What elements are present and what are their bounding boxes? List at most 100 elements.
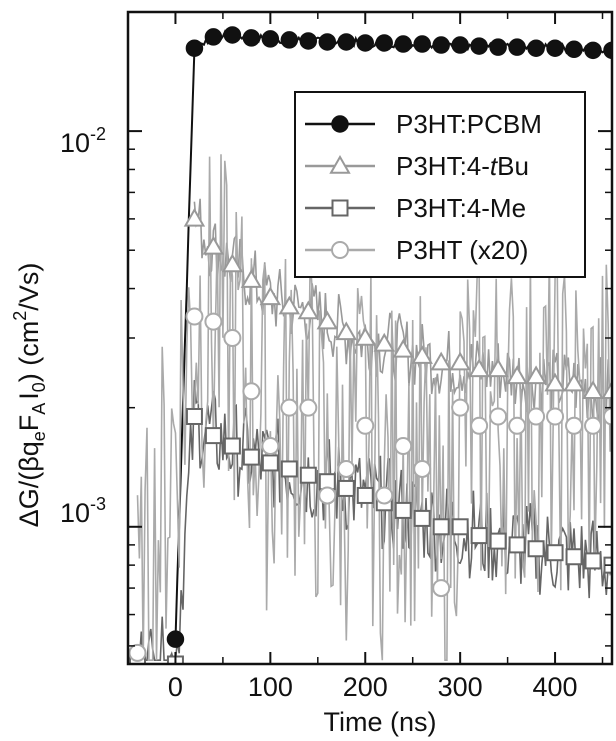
- data-point: [185, 307, 204, 326]
- legend-item: P3HT:4-Me: [305, 193, 526, 223]
- data-point: [337, 479, 355, 497]
- data-point: [242, 29, 261, 47]
- y-tick-label-1e-3: 10-3: [60, 494, 106, 528]
- data-point: [603, 407, 612, 426]
- data-point: [527, 407, 546, 426]
- data-point: [278, 295, 301, 315]
- data-point: [584, 416, 603, 435]
- data-point: [240, 269, 263, 288]
- data-point: [183, 207, 206, 227]
- legend-label: P3HT:4-Me: [396, 193, 526, 223]
- y-tick-label-1e-2: 10-2: [60, 124, 106, 158]
- data-point: [601, 380, 612, 400]
- data-point: [451, 518, 469, 536]
- data-point: [527, 540, 545, 558]
- x-axis-title: Time (ns): [324, 707, 437, 737]
- data-point: [337, 459, 356, 478]
- legend-marker: [331, 199, 349, 217]
- series-p3ht-4-me: [128, 407, 612, 664]
- data-point: [432, 579, 451, 598]
- trace-p3ht-x20-: [136, 154, 612, 661]
- data-point: [432, 36, 450, 54]
- data-point: [489, 407, 508, 426]
- data-point: [430, 351, 452, 371]
- data-point: [375, 486, 394, 505]
- legend-marker: [329, 154, 351, 174]
- x-tick-label: 200: [343, 672, 388, 702]
- data-point: [527, 39, 545, 57]
- data-point: [392, 338, 414, 358]
- data-point: [335, 321, 357, 341]
- legend-label: P3HT:4-tBu: [396, 151, 529, 181]
- data-point: [394, 501, 412, 519]
- data-point: [508, 38, 526, 56]
- data-point: [544, 372, 566, 392]
- data-point: [280, 398, 299, 417]
- data-point: [299, 32, 318, 50]
- data-point: [413, 509, 431, 527]
- data-point: [565, 40, 583, 59]
- series-p3ht-4-tbu: [183, 207, 612, 400]
- data-point: [259, 286, 282, 306]
- x-tick-labels: 0 100 200 300 400: [168, 672, 578, 702]
- data-point: [451, 36, 469, 54]
- x-tick-label: 300: [438, 672, 483, 702]
- legend-item: P3HT (x20): [305, 235, 528, 265]
- data-point: [280, 460, 298, 478]
- data-point: [261, 454, 279, 472]
- data-point: [356, 416, 375, 435]
- data-point: [411, 345, 433, 364]
- data-point: [318, 33, 337, 51]
- data-point: [525, 365, 547, 385]
- data-point: [299, 398, 318, 417]
- series-layer: [128, 26, 612, 664]
- series-p3ht-x20-: [128, 307, 612, 662]
- data-point: [508, 536, 526, 554]
- data-point: [375, 34, 393, 52]
- data-point: [546, 407, 565, 426]
- data-point: [603, 41, 612, 60]
- data-point: [166, 630, 185, 648]
- data-point: [508, 416, 527, 435]
- data-point: [223, 329, 242, 347]
- data-point: [280, 31, 299, 49]
- data-point: [565, 416, 584, 435]
- data-point: [413, 35, 431, 53]
- data-point: [487, 358, 509, 378]
- data-point: [584, 552, 602, 570]
- data-point: [356, 34, 375, 52]
- data-point: [373, 332, 395, 352]
- legend-item: P3HT:PCBM: [305, 109, 542, 139]
- legend-label: P3HT (x20): [396, 235, 528, 265]
- data-point: [546, 544, 564, 562]
- data-point: [449, 351, 471, 371]
- series-p3ht-pcbm: [166, 26, 612, 648]
- legend: P3HT:PCBM P3HT:4-tBu P3HT:4-Me P3HT (x20): [294, 91, 586, 278]
- data-point: [128, 643, 147, 662]
- data-point: [299, 466, 317, 484]
- x-tick-label: 100: [248, 672, 293, 702]
- data-point: [563, 372, 585, 392]
- data-point: [584, 41, 602, 60]
- data-point: [506, 365, 528, 385]
- data-point: [470, 416, 489, 435]
- data-point: [318, 486, 337, 505]
- data-point: [202, 235, 225, 255]
- data-point: [451, 398, 470, 417]
- data-point: [185, 39, 204, 57]
- data-point: [223, 26, 242, 44]
- data-point: [297, 300, 320, 320]
- data-point: [242, 448, 260, 466]
- data-point: [413, 459, 432, 478]
- data-point: [470, 37, 488, 55]
- legend-item: P3HT:4-tBu: [305, 151, 529, 181]
- data-point: [394, 35, 412, 53]
- data-point: [394, 437, 413, 456]
- data-point: [316, 310, 339, 330]
- data-point: [204, 427, 222, 445]
- data-point: [261, 437, 280, 456]
- legend-marker: [331, 115, 349, 133]
- legend-marker: [331, 241, 349, 259]
- legend-label: P3HT:PCBM: [396, 109, 542, 139]
